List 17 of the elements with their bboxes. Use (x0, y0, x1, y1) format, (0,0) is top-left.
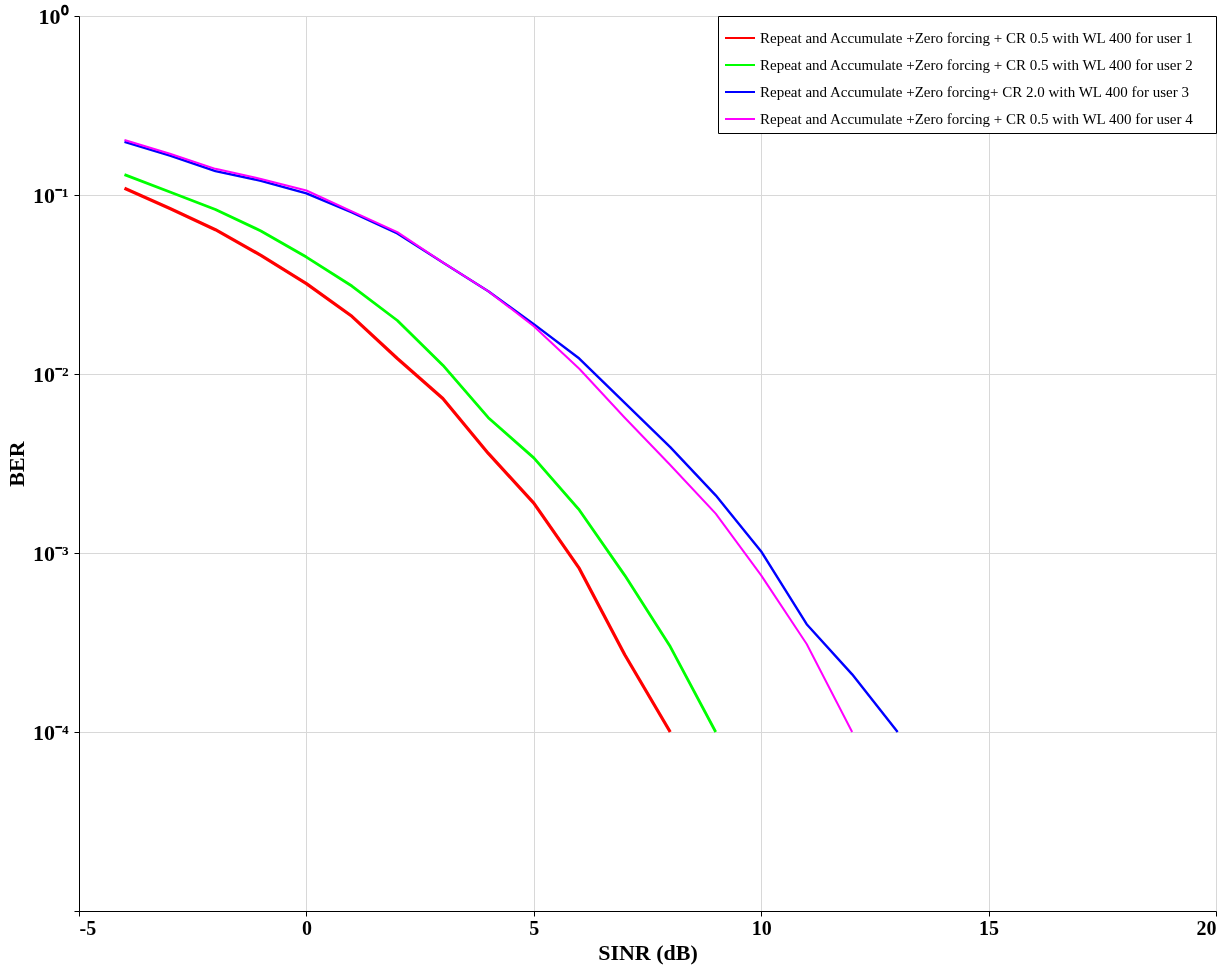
legend-label: Repeat and Accumulate +Zero forcing + CR 0.5 with WL 400 for user 1 (760, 30, 1193, 46)
x-tick-label: 20 (1196, 916, 1217, 939)
x-tick-label: 5 (529, 916, 540, 939)
y-tick-label: 10⁰ (38, 3, 69, 29)
legend-label: Repeat and Accumulate +Zero forcing + CR 0.5 with WL 400 for user 4 (760, 111, 1194, 127)
legend-label: Repeat and Accumulate +Zero forcing+ CR 2.0 with WL 400 for user 3 (760, 84, 1189, 100)
y-tick-label: 10⁻⁴ (32, 719, 69, 745)
x-tick-label: 0 (301, 916, 312, 939)
y-tick-label: 10⁻¹ (32, 182, 69, 208)
y-axis-title: BER (3, 440, 29, 487)
legend-label: Repeat and Accumulate +Zero forcing + CR 0.5 with WL 400 for user 2 (760, 57, 1193, 73)
y-tick-label: 10⁻³ (32, 540, 69, 566)
x-tick-label: 15 (979, 916, 1000, 939)
x-axis-title: SINR (dB) (598, 939, 698, 965)
x-tick-label: -5 (79, 916, 97, 939)
y-tick-label: 10⁻² (32, 361, 69, 387)
x-tick-label: 10 (751, 916, 772, 939)
